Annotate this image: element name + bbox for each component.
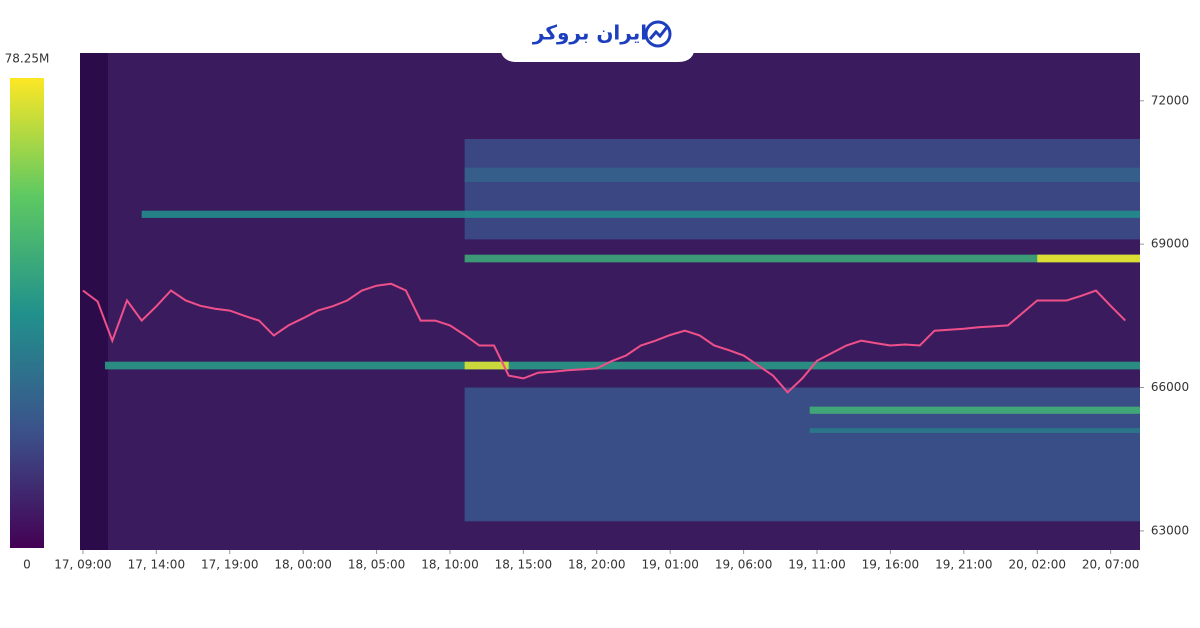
x-tick-label: 17, 14:00 bbox=[128, 558, 185, 572]
x-tick-label: 20, 07:00 bbox=[1082, 558, 1139, 572]
heat-band bbox=[464, 167, 1140, 183]
heat-band bbox=[464, 361, 509, 370]
x-tick-label: 17, 09:00 bbox=[54, 558, 111, 572]
colorbar-label: 78.25M bbox=[5, 52, 50, 66]
y-tick-label: 69000 bbox=[1151, 237, 1189, 251]
x-tick-label: 19, 16:00 bbox=[862, 558, 919, 572]
y-tick-label: 66000 bbox=[1151, 380, 1189, 394]
brand-name: ایران بروکر bbox=[532, 21, 647, 45]
brand-tab bbox=[500, 0, 695, 62]
y-tick-label: 63000 bbox=[1151, 523, 1189, 537]
heat-band bbox=[104, 361, 1140, 370]
x-tick-label: 18, 20:00 bbox=[568, 558, 625, 572]
x-tick-label: 17, 19:00 bbox=[201, 558, 258, 572]
heat-band bbox=[809, 428, 1140, 433]
colorbar-label: 0 bbox=[23, 558, 31, 572]
x-tick-label: 19, 06:00 bbox=[715, 558, 772, 572]
heat-band bbox=[464, 139, 1140, 240]
y-tick-label: 72000 bbox=[1151, 93, 1189, 107]
x-tick-label: 19, 21:00 bbox=[935, 558, 992, 572]
plot-left-edge bbox=[80, 53, 108, 550]
brand-icon bbox=[644, 20, 672, 48]
heat-band bbox=[1037, 254, 1140, 263]
x-tick-label: 18, 15:00 bbox=[495, 558, 552, 572]
price-line bbox=[82, 282, 1127, 394]
x-tick-label: 20, 02:00 bbox=[1008, 558, 1065, 572]
heat-band bbox=[464, 254, 1140, 263]
heat-band bbox=[809, 406, 1140, 414]
heatmap bbox=[82, 139, 1140, 522]
x-tick-label: 19, 11:00 bbox=[788, 558, 845, 572]
heat-band bbox=[141, 210, 1140, 218]
x-tick-label: 18, 10:00 bbox=[421, 558, 478, 572]
x-tick-label: 19, 01:00 bbox=[641, 558, 698, 572]
x-tick-label: 18, 05:00 bbox=[348, 558, 405, 572]
x-tick-label: 18, 00:00 bbox=[274, 558, 331, 572]
colorbar bbox=[10, 78, 44, 548]
